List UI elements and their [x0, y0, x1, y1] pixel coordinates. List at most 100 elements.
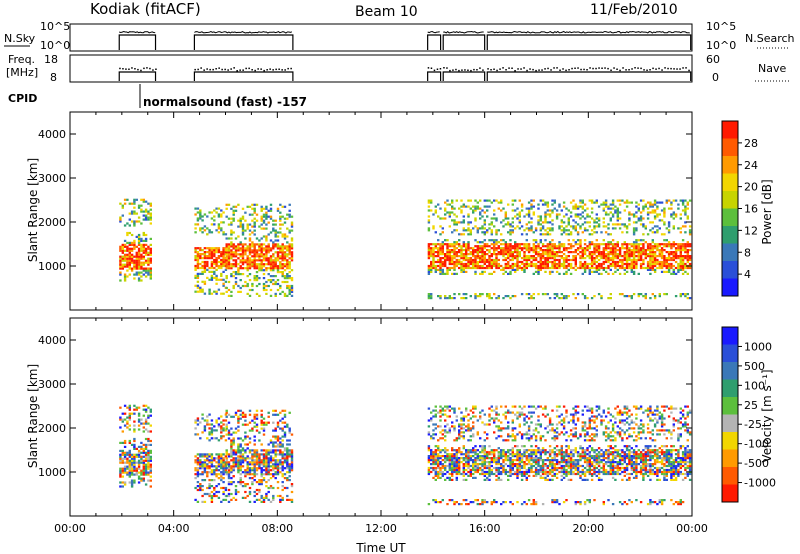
data-cell — [681, 260, 685, 264]
data-cell — [439, 451, 442, 454]
data-cell — [224, 455, 228, 458]
data-cell — [258, 255, 261, 258]
data-cell — [123, 457, 127, 460]
data-cell — [260, 265, 263, 268]
data-cell — [434, 260, 437, 264]
data-cell — [224, 280, 228, 283]
data-cell — [130, 243, 134, 246]
data-cell — [244, 431, 247, 434]
data-cell — [232, 211, 235, 214]
data-cell — [667, 199, 671, 202]
data-cell — [486, 457, 489, 460]
nave-point — [514, 70, 516, 72]
data-cell — [276, 449, 280, 452]
data-cell — [539, 227, 542, 230]
data-cell — [246, 467, 249, 470]
data-cell — [213, 471, 216, 474]
nave-point — [224, 68, 226, 71]
data-cell — [210, 433, 214, 436]
data-cell — [248, 223, 252, 226]
data-cell — [126, 406, 129, 409]
data-cell — [441, 268, 444, 271]
data-cell — [530, 221, 533, 224]
data-cell — [677, 247, 680, 250]
data-cell — [527, 455, 531, 458]
data-cell — [142, 218, 145, 221]
data-cell — [658, 253, 661, 256]
data-cell — [217, 455, 221, 458]
data-cell — [239, 219, 242, 222]
data-cell — [455, 253, 458, 256]
data-cell — [595, 264, 598, 268]
data-cell — [434, 453, 437, 456]
data-cell — [486, 293, 489, 296]
data-cell — [530, 205, 533, 208]
data-cell — [495, 217, 498, 220]
data-cell — [137, 216, 141, 219]
data-cell — [220, 262, 223, 266]
data-cell — [653, 245, 657, 248]
nave-point — [502, 67, 504, 69]
nave-point — [146, 67, 148, 69]
data-cell — [123, 404, 127, 407]
data-cell — [558, 249, 561, 252]
data-cell — [562, 262, 566, 266]
data-cell — [672, 217, 675, 220]
data-cell — [565, 255, 568, 258]
data-cell — [679, 260, 682, 264]
data-cell — [123, 451, 127, 454]
data-cell — [260, 269, 263, 272]
data-cell — [251, 251, 254, 254]
data-cell — [448, 245, 451, 248]
data-cell — [597, 205, 601, 208]
data-cell — [246, 259, 249, 262]
data-cell — [495, 239, 498, 242]
data-cell — [604, 199, 608, 202]
data-cell — [632, 233, 636, 236]
data-cell — [609, 203, 612, 206]
data-cell — [446, 270, 449, 273]
data-cell — [583, 264, 587, 268]
data-cell — [206, 260, 209, 264]
data-cell — [137, 481, 141, 484]
data-cell — [237, 271, 240, 274]
data-cell — [427, 245, 431, 248]
data-cell — [611, 199, 615, 202]
data-cell — [576, 293, 580, 296]
data-cell — [147, 457, 150, 460]
data-cell — [472, 463, 475, 466]
data-cell — [281, 488, 284, 492]
data-cell — [232, 457, 235, 460]
data-cell — [130, 247, 134, 250]
data-cell — [272, 486, 275, 490]
data-cell — [230, 492, 233, 496]
data-cell — [149, 459, 152, 462]
data-cell — [288, 475, 291, 478]
data-cell — [220, 221, 223, 224]
data-cell — [258, 277, 261, 280]
data-cell — [272, 265, 275, 268]
data-cell — [609, 268, 612, 271]
data-cell — [534, 270, 538, 273]
data-cell — [530, 249, 533, 252]
data-cell — [217, 223, 221, 226]
data-cell — [128, 451, 131, 454]
data-cell — [597, 253, 601, 256]
data-cell — [213, 492, 216, 496]
data-cell — [509, 464, 512, 468]
data-cell — [288, 229, 291, 232]
data-cell — [227, 259, 231, 262]
data-cell — [260, 461, 263, 464]
data-cell — [467, 449, 470, 452]
data-cell — [208, 453, 211, 456]
data-cell — [128, 481, 131, 484]
data-cell — [604, 201, 608, 204]
data-cell — [460, 297, 463, 300]
data-cell — [453, 213, 456, 216]
data-cell — [614, 253, 617, 256]
data-cell — [628, 255, 631, 258]
data-cell — [483, 270, 486, 273]
data-cell — [476, 251, 479, 254]
data-cell — [458, 466, 461, 470]
data-cell — [210, 479, 214, 482]
